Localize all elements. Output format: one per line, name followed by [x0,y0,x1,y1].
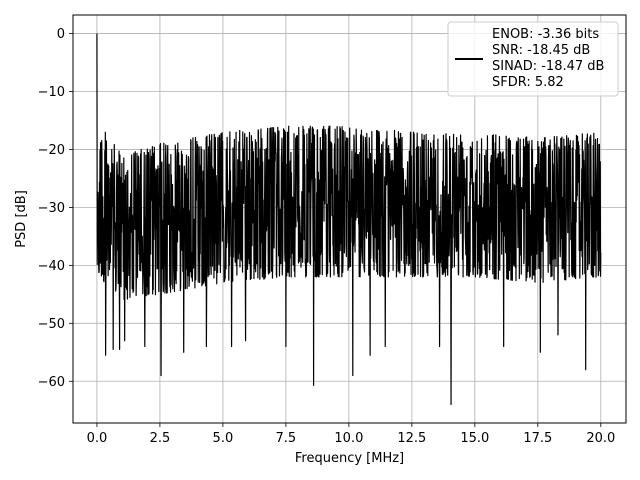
axes-frame [72,14,627,424]
y-tick-label: −30 [38,201,65,216]
y-tick-label: −40 [38,259,65,274]
legend-entry-sinad: SINAD: -18.47 dB [492,59,604,74]
x-tick-label: 5.0 [213,431,234,446]
y-tick-label: 0 [57,27,65,42]
y-tick-label: −60 [38,375,65,390]
x-axis-label: Frequency [MHz] [295,451,404,466]
x-tick-label: 17.5 [523,431,552,446]
legend-entry-enob: ENOB: -3.36 bits [492,27,599,42]
x-tick-label: 10.0 [334,431,363,446]
y-tick-label: −10 [38,85,65,100]
x-tick-label: 12.5 [397,431,426,446]
legend-box [447,21,619,97]
y-axis: 0 −10 −20 −30 −40 −50 −60 [38,27,73,390]
x-axis: 0.0 2.5 5.0 7.5 10.0 12.5 15.0 17.5 20.0 [87,423,615,446]
y-tick-label: −20 [38,143,65,158]
x-tick-label: 0.0 [87,431,108,446]
y-axis-label: PSD [dB] [14,190,29,248]
x-tick-label: 15.0 [460,431,489,446]
plot-area [96,33,602,406]
legend: ENOB: -3.36 bits SNR: -18.45 dB SINAD: -… [447,21,619,97]
psd-series-line [96,33,602,406]
x-tick-label: 20.0 [586,431,615,446]
legend-entry-snr: SNR: -18.45 dB [492,43,590,58]
x-tick-label: 2.5 [150,431,171,446]
y-tick-label: −50 [38,317,65,332]
legend-entry-sfdr: SFDR: 5.82 [492,75,564,90]
x-tick-label: 7.5 [276,431,297,446]
